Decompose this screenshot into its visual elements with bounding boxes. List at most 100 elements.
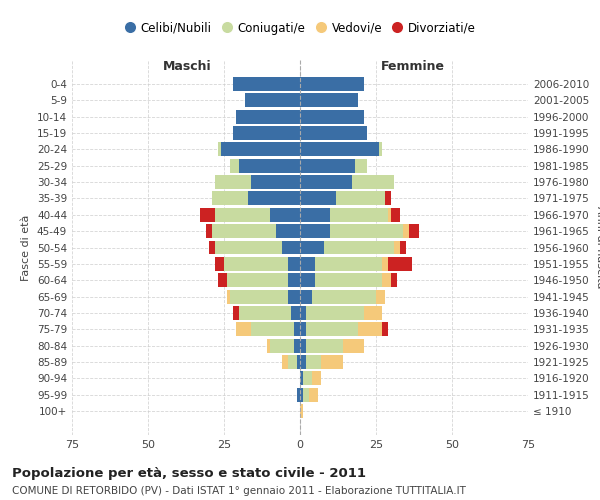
Bar <box>294 338 300 352</box>
Bar <box>300 142 379 156</box>
Bar <box>282 355 288 369</box>
Bar <box>300 240 325 254</box>
Bar <box>291 306 300 320</box>
Legend: Celibi/Nubili, Coniugati/e, Vedovi/e, Divorziati/e: Celibi/Nubili, Coniugati/e, Vedovi/e, Di… <box>119 17 481 40</box>
Bar <box>306 322 358 336</box>
Bar <box>248 192 300 205</box>
Bar <box>282 240 300 254</box>
Bar <box>337 192 385 205</box>
Bar <box>300 404 303 418</box>
Bar <box>409 224 419 238</box>
Bar <box>300 192 337 205</box>
Text: Maschi: Maschi <box>163 60 212 72</box>
Bar <box>300 159 355 172</box>
Bar <box>300 175 352 189</box>
Bar <box>300 338 306 352</box>
Bar <box>300 306 306 320</box>
Bar <box>300 274 315 287</box>
Bar <box>215 240 282 254</box>
Bar <box>251 322 294 336</box>
Bar <box>306 306 364 320</box>
Bar <box>388 208 391 222</box>
Y-axis label: Fasce di età: Fasce di età <box>22 214 31 280</box>
Bar <box>297 388 300 402</box>
Bar <box>206 224 212 238</box>
Bar <box>303 372 312 386</box>
Bar <box>358 322 382 336</box>
Bar <box>294 322 300 336</box>
Y-axis label: Anni di nascita: Anni di nascita <box>595 206 600 289</box>
Bar <box>236 322 251 336</box>
Bar <box>325 240 394 254</box>
Bar <box>312 290 376 304</box>
Bar <box>224 257 288 271</box>
Bar <box>245 94 300 108</box>
Bar <box>300 110 364 124</box>
Bar <box>379 142 382 156</box>
Bar <box>391 274 397 287</box>
Bar <box>331 224 403 238</box>
Bar <box>364 306 382 320</box>
Bar <box>306 338 343 352</box>
Bar <box>300 372 303 386</box>
Bar <box>239 159 300 172</box>
Bar <box>331 208 388 222</box>
Bar <box>221 142 300 156</box>
Bar <box>269 338 294 352</box>
Bar <box>300 388 303 402</box>
Bar <box>251 175 300 189</box>
Bar <box>312 372 321 386</box>
Bar <box>300 94 358 108</box>
Bar <box>300 290 312 304</box>
Bar <box>288 274 300 287</box>
Bar <box>403 224 409 238</box>
Bar <box>218 142 221 156</box>
Bar <box>400 240 406 254</box>
Bar <box>376 290 385 304</box>
Bar <box>297 355 300 369</box>
Text: Femmine: Femmine <box>380 60 445 72</box>
Bar <box>230 159 239 172</box>
Bar <box>227 290 230 304</box>
Bar <box>300 322 306 336</box>
Bar <box>300 257 315 271</box>
Bar <box>288 290 300 304</box>
Bar <box>385 192 391 205</box>
Bar <box>300 355 306 369</box>
Bar <box>230 290 288 304</box>
Bar <box>209 240 215 254</box>
Bar <box>309 388 318 402</box>
Bar <box>391 208 400 222</box>
Bar <box>382 322 388 336</box>
Bar <box>233 77 300 91</box>
Bar <box>233 126 300 140</box>
Bar <box>288 355 297 369</box>
Bar <box>382 274 391 287</box>
Bar <box>200 208 215 222</box>
Bar <box>300 208 331 222</box>
Bar <box>288 257 300 271</box>
Bar <box>215 175 251 189</box>
Bar <box>300 77 364 91</box>
Text: Popolazione per età, sesso e stato civile - 2011: Popolazione per età, sesso e stato civil… <box>12 468 366 480</box>
Bar <box>321 355 343 369</box>
Bar <box>218 274 227 287</box>
Bar <box>394 240 400 254</box>
Bar <box>382 257 388 271</box>
Bar <box>269 208 300 222</box>
Bar <box>388 257 412 271</box>
Bar <box>212 192 248 205</box>
Bar <box>315 274 382 287</box>
Bar <box>233 306 239 320</box>
Bar <box>266 338 269 352</box>
Bar <box>355 159 367 172</box>
Bar <box>343 338 364 352</box>
Bar <box>236 110 300 124</box>
Bar <box>215 257 224 271</box>
Bar <box>315 257 382 271</box>
Bar <box>300 224 331 238</box>
Bar <box>300 126 367 140</box>
Bar <box>352 175 394 189</box>
Bar <box>215 208 269 222</box>
Bar <box>306 355 321 369</box>
